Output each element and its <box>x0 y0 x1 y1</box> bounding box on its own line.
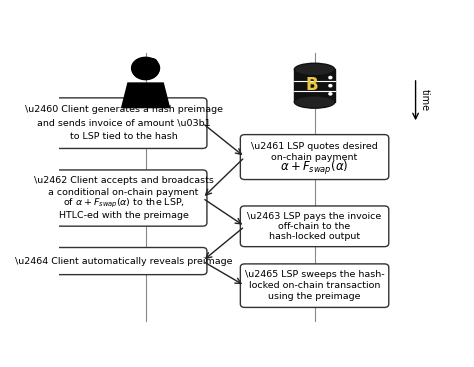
Circle shape <box>132 57 160 79</box>
Text: hash-locked output: hash-locked output <box>269 232 360 241</box>
Text: \u2460 Client generates a hash preimage: \u2460 Client generates a hash preimage <box>25 105 222 115</box>
Text: locked on-chain transaction: locked on-chain transaction <box>249 281 380 290</box>
Ellipse shape <box>294 96 335 108</box>
Text: using the preimage: using the preimage <box>268 292 361 301</box>
Text: of $\alpha + F_{swap}(\alpha)$ to the LSP,: of $\alpha + F_{swap}(\alpha)$ to the LS… <box>63 197 184 210</box>
Text: to LSP tied to the hash: to LSP tied to the hash <box>70 132 177 141</box>
Circle shape <box>132 59 159 80</box>
FancyBboxPatch shape <box>40 247 207 275</box>
Text: HTLC-ed with the preimage: HTLC-ed with the preimage <box>59 211 189 220</box>
FancyBboxPatch shape <box>240 206 389 247</box>
FancyBboxPatch shape <box>240 264 389 308</box>
Text: $\mathbf{B}$: $\mathbf{B}$ <box>305 77 319 94</box>
Circle shape <box>329 93 332 95</box>
Text: \u2461 LSP quotes desired: \u2461 LSP quotes desired <box>251 142 378 151</box>
Text: $\alpha + F_{swap}(\alpha)$: $\alpha + F_{swap}(\alpha)$ <box>280 159 349 177</box>
Circle shape <box>134 61 154 76</box>
Ellipse shape <box>294 63 335 76</box>
Text: off-chain to the: off-chain to the <box>278 222 351 231</box>
Text: \u2462 Client accepts and broadcasts: \u2462 Client accepts and broadcasts <box>34 176 213 185</box>
FancyBboxPatch shape <box>40 98 207 149</box>
Text: \u2464 Client automatically reveals preimage: \u2464 Client automatically reveals prei… <box>15 257 232 266</box>
Circle shape <box>147 59 157 66</box>
Text: time: time <box>420 90 430 112</box>
Text: \u2465 LSP sweeps the hash-: \u2465 LSP sweeps the hash- <box>245 270 384 279</box>
Polygon shape <box>294 69 335 102</box>
Text: and sends invoice of amount \u03b1: and sends invoice of amount \u03b1 <box>36 119 210 128</box>
FancyBboxPatch shape <box>240 135 389 179</box>
Circle shape <box>329 76 332 79</box>
Text: on-chain payment: on-chain payment <box>272 153 358 161</box>
Text: \u2463 LSP pays the invoice: \u2463 LSP pays the invoice <box>247 211 382 221</box>
Polygon shape <box>122 83 169 108</box>
Circle shape <box>329 84 332 87</box>
Text: a conditional on-chain payment: a conditional on-chain payment <box>48 188 199 197</box>
Circle shape <box>136 61 153 74</box>
FancyBboxPatch shape <box>40 170 207 226</box>
